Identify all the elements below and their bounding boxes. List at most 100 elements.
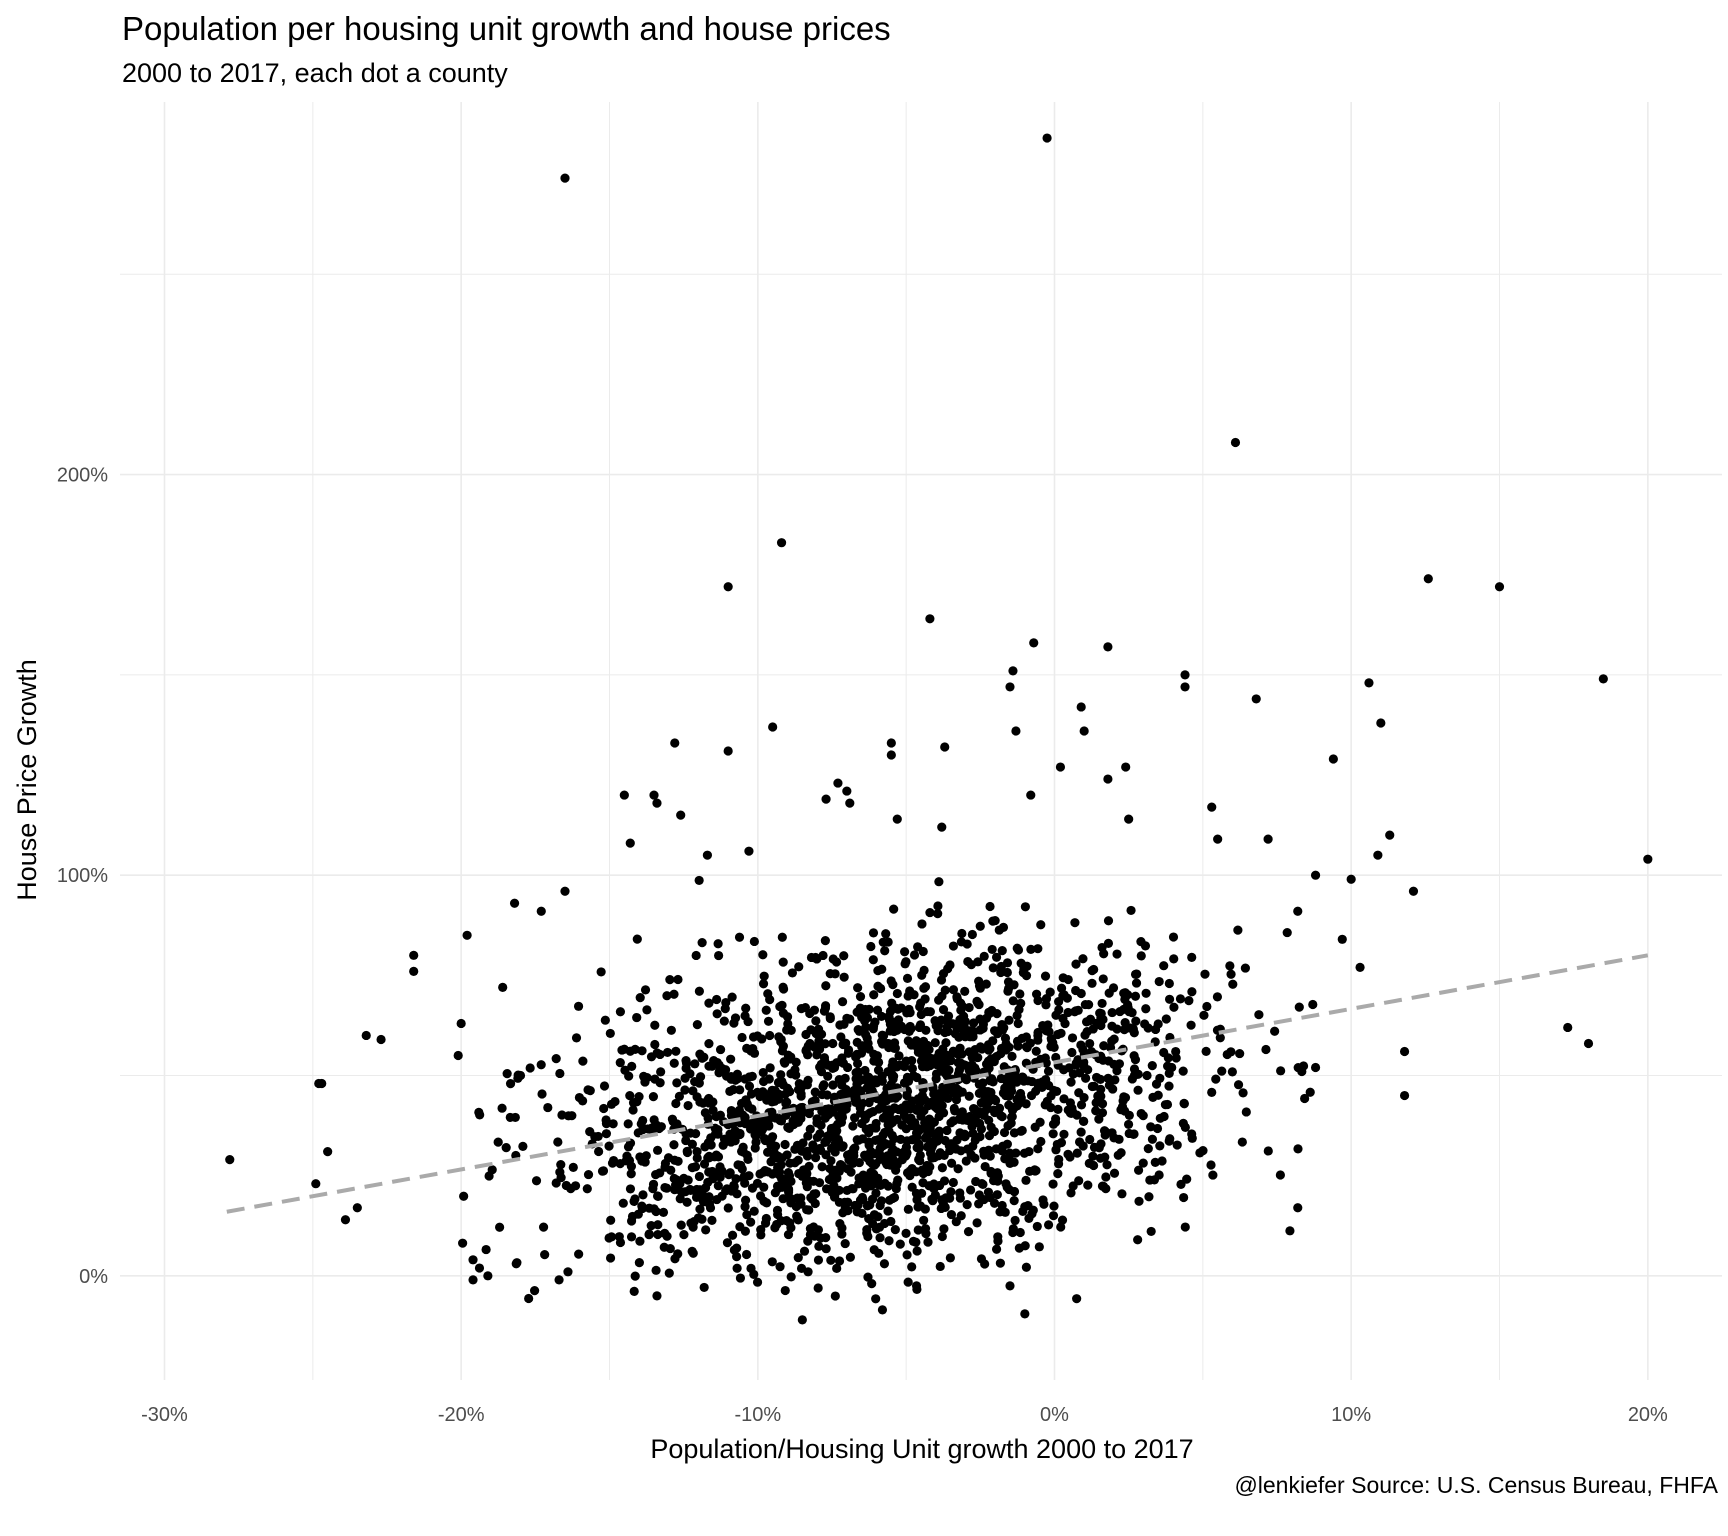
chart-title: Population per housing unit growth and h… [122,10,891,47]
county-point [875,1233,885,1243]
county-point [1091,1106,1101,1116]
county-point [915,1150,925,1160]
county-point [1033,1035,1043,1045]
county-point [785,1158,795,1168]
county-point [744,846,754,856]
county-point [1207,1087,1217,1098]
county-point [1067,1033,1078,1043]
county-point [1053,1168,1063,1179]
county-point [660,1182,670,1193]
county-point [879,1259,890,1269]
county-point [1085,1038,1095,1049]
county-point [653,1229,663,1240]
county-point [671,1098,681,1109]
county-point [907,1163,917,1174]
county-point [1364,678,1374,688]
county-point [1002,1083,1012,1093]
county-point [1059,1129,1069,1139]
county-point [1171,1046,1181,1057]
county-point [1308,999,1318,1010]
county-point [538,1222,549,1232]
county-point [1136,937,1146,947]
county-point [1211,1074,1221,1084]
county-point [826,1156,836,1166]
county-point [996,1111,1006,1121]
county-point [970,1118,980,1128]
county-point [551,1178,561,1188]
county-point [1142,1070,1152,1081]
county-point [853,1025,863,1035]
county-point [853,1067,864,1077]
county-point [758,950,768,960]
county-point [1073,1005,1083,1015]
county-point [1161,1014,1171,1024]
county-point [1112,949,1122,959]
county-point [902,973,913,983]
county-point [951,1217,961,1227]
county-point [664,1268,674,1278]
county-point [752,1178,763,1188]
county-point [940,742,950,752]
county-point [887,1130,897,1141]
county-point [805,1224,816,1234]
county-point [852,1207,862,1217]
county-point [1254,1010,1264,1020]
county-point [889,904,899,914]
county-point [676,1220,686,1230]
county-point [937,1163,947,1173]
county-point [713,1125,723,1135]
county-point [409,966,419,976]
county-point [808,1140,818,1150]
county-point [899,1062,910,1072]
county-point [560,886,570,896]
county-point [659,1242,669,1252]
county-point [487,1165,497,1175]
county-point [1066,1077,1076,1087]
county-point [961,1156,971,1166]
county-point [563,1267,573,1277]
county-point [1143,1023,1153,1033]
county-point [825,1013,835,1024]
county-point [759,1134,770,1144]
county-point [1016,998,1026,1008]
county-point [713,1152,724,1162]
county-point [1408,886,1419,896]
county-point [902,1250,912,1260]
county-point [952,994,962,1004]
county-point [1015,1227,1025,1238]
county-point [674,1091,684,1101]
county-point [456,1018,466,1029]
county-point [901,1124,911,1134]
county-point [903,1277,913,1287]
county-point [1017,1072,1027,1082]
county-point [680,1085,690,1095]
county-point [1129,1028,1139,1038]
county-point [836,1032,846,1042]
county-point [1131,1016,1141,1026]
county-point [1180,682,1190,692]
county-point [828,1038,838,1049]
county-point [917,1188,927,1198]
county-point [813,1283,823,1293]
county-point [852,1135,862,1145]
county-point [1076,1040,1086,1050]
county-point [934,877,944,887]
county-point [1002,1076,1012,1086]
county-point [1021,1042,1032,1052]
county-point [701,1225,711,1235]
county-point [921,1025,931,1035]
county-point [763,1016,774,1026]
county-point [1097,998,1107,1009]
county-point [1206,1160,1216,1170]
county-point [985,1076,995,1086]
county-point [996,961,1006,972]
county-point [1133,1165,1144,1175]
county-point [881,1090,891,1100]
county-point [981,1059,992,1069]
county-point [1133,1235,1143,1245]
county-point [935,1088,945,1099]
county-point [695,1097,705,1107]
county-point [1043,1020,1053,1030]
county-point [663,1153,674,1163]
county-point [712,1194,722,1205]
